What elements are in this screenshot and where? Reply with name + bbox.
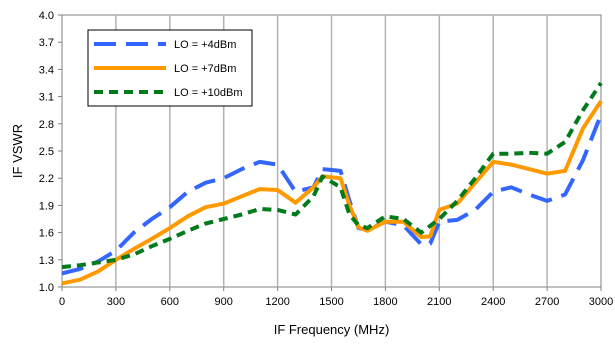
y-axis-title: IF VSWR xyxy=(10,124,25,178)
legend-label-3: LO = +10dBm xyxy=(174,87,243,99)
series-line-3 xyxy=(61,81,603,270)
series-layer xyxy=(61,81,603,286)
x-tick-label: 0 xyxy=(59,296,65,308)
x-tick-label: 300 xyxy=(107,296,125,308)
series-line-2 xyxy=(61,99,603,286)
x-tick-label: 3000 xyxy=(589,296,613,308)
x-tick-label: 1500 xyxy=(319,296,343,308)
legend-label-2: LO = +7dBm xyxy=(174,63,236,75)
y-tick-label: 1.6 xyxy=(39,228,54,240)
y-tick-label: 2.5 xyxy=(39,146,54,158)
x-tick-label: 1200 xyxy=(265,296,289,308)
legend-label-1: LO = +4dBm xyxy=(174,39,236,51)
y-tick-label: 3.7 xyxy=(39,37,54,49)
y-tick-label: 3.1 xyxy=(39,92,54,104)
x-tick-label: 2700 xyxy=(535,296,559,308)
x-tick-label: 600 xyxy=(161,296,179,308)
y-tick-label: 1.3 xyxy=(39,255,54,267)
x-tick-label: 900 xyxy=(215,296,233,308)
y-tick-label: 1.0 xyxy=(39,282,54,294)
x-tick-label: 1800 xyxy=(373,296,397,308)
series-line-1 xyxy=(61,113,603,276)
y-tick-label: 2.2 xyxy=(39,173,54,185)
legend: LO = +4dBm LO = +7dBm LO = +10dBm xyxy=(87,29,253,107)
y-axis-ticks: 1.0 1.3 1.6 1.9 2.2 2.5 2.8 3.1 3.4 3.7 4.0 xyxy=(39,10,62,294)
y-tick-label: 2.8 xyxy=(39,119,54,131)
y-tick-label: 3.4 xyxy=(39,64,54,76)
x-axis-ticks: 0 300 600 900 1200 1500 1800 2100 2400 2700 3000 xyxy=(59,287,613,308)
x-axis-title: IF Frequency (MHz) xyxy=(274,322,390,337)
x-tick-label: 2100 xyxy=(427,296,451,308)
y-tick-label: 1.9 xyxy=(39,200,54,212)
x-tick-label: 2400 xyxy=(481,296,505,308)
y-tick-label: 4.0 xyxy=(39,10,54,22)
